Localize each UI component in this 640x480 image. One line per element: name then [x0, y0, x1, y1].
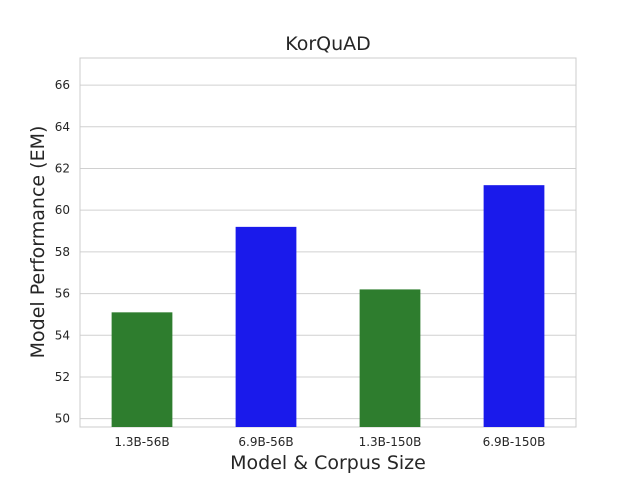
x-axis-label: Model & Corpus Size [230, 452, 426, 474]
y-tick-label: 54 [55, 328, 70, 342]
y-axis-label: Model Performance (EM) [27, 126, 49, 359]
x-axis-ticks: 1.3B-56B 6.9B-56B 1.3B-150B 6.9B-150B [114, 435, 545, 449]
y-tick-label: 52 [55, 370, 70, 384]
y-tick-label: 64 [55, 120, 70, 134]
chart-title: KorQuAD [285, 33, 371, 55]
plot-area-frame [79, 57, 577, 428]
bar-1.3b-150b [359, 289, 421, 427]
bar-6.9b-56b [235, 226, 297, 427]
y-tick-label: 60 [55, 203, 70, 217]
y-axis-ticks: 50 52 54 56 58 60 62 64 66 [55, 78, 70, 426]
y-tick-label: 58 [55, 245, 70, 259]
y-tick-label: 62 [55, 161, 70, 175]
y-tick-label: 56 [55, 287, 70, 301]
bar-1.3b-56b [111, 312, 173, 427]
x-tick-label: 1.3B-56B [114, 435, 169, 449]
y-tick-label: 50 [55, 412, 70, 426]
x-tick-label: 6.9B-150B [483, 435, 546, 449]
bar-6.9b-150b [483, 185, 545, 427]
x-tick-label: 6.9B-56B [238, 435, 293, 449]
y-tick-label: 66 [55, 78, 70, 92]
bars [111, 185, 545, 427]
x-tick-label: 1.3B-150B [359, 435, 422, 449]
